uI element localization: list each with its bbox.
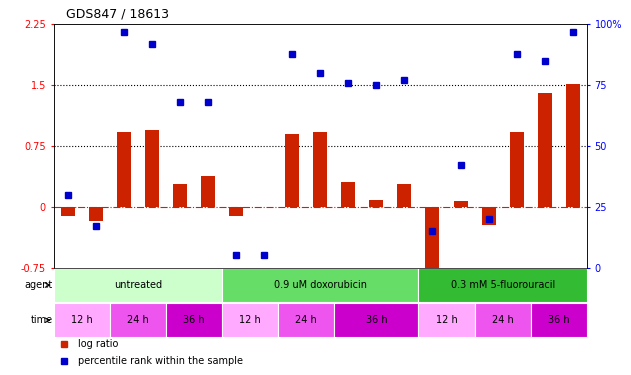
Bar	[566, 84, 580, 207]
Text: agent: agent	[25, 280, 53, 290]
Bar	[173, 184, 187, 207]
Text: GDS847 / 18613: GDS847 / 18613	[66, 8, 169, 21]
Text: 24 h: 24 h	[295, 315, 317, 325]
Text: untreated: untreated	[114, 280, 162, 290]
Bar	[454, 201, 468, 207]
Text: 12 h: 12 h	[435, 315, 457, 325]
Text: 0.3 mM 5-fluorouracil: 0.3 mM 5-fluorouracil	[451, 280, 555, 290]
Bar	[166, 303, 222, 337]
Text: 36 h: 36 h	[548, 315, 570, 325]
Text: 24 h: 24 h	[127, 315, 149, 325]
Bar	[229, 207, 243, 216]
Bar	[510, 132, 524, 207]
Bar	[54, 303, 110, 337]
Bar	[425, 207, 440, 276]
Bar	[481, 207, 495, 225]
Text: 12 h: 12 h	[239, 315, 261, 325]
Bar	[475, 303, 531, 337]
Bar	[538, 93, 551, 207]
Bar	[201, 176, 215, 207]
Bar	[222, 268, 418, 302]
Bar	[145, 130, 159, 207]
Text: 36 h: 36 h	[365, 315, 387, 325]
Bar	[54, 268, 222, 302]
Bar	[418, 268, 587, 302]
Text: 36 h: 36 h	[183, 315, 205, 325]
Bar	[313, 132, 327, 207]
Text: percentile rank within the sample: percentile rank within the sample	[78, 356, 243, 366]
Bar	[61, 207, 74, 216]
Bar	[285, 134, 299, 207]
Bar	[117, 132, 131, 207]
Text: time: time	[31, 315, 53, 325]
Text: 24 h: 24 h	[492, 315, 514, 325]
Bar	[398, 184, 411, 207]
Bar	[89, 207, 103, 221]
Bar	[334, 303, 418, 337]
Bar	[222, 303, 278, 337]
Text: 12 h: 12 h	[71, 315, 93, 325]
Bar	[110, 303, 166, 337]
Bar	[341, 182, 355, 207]
Bar	[531, 303, 587, 337]
Text: 0.9 uM doxorubicin: 0.9 uM doxorubicin	[274, 280, 367, 290]
Bar	[418, 303, 475, 337]
Bar	[369, 200, 384, 207]
Bar	[278, 303, 334, 337]
Text: log ratio: log ratio	[78, 339, 118, 350]
